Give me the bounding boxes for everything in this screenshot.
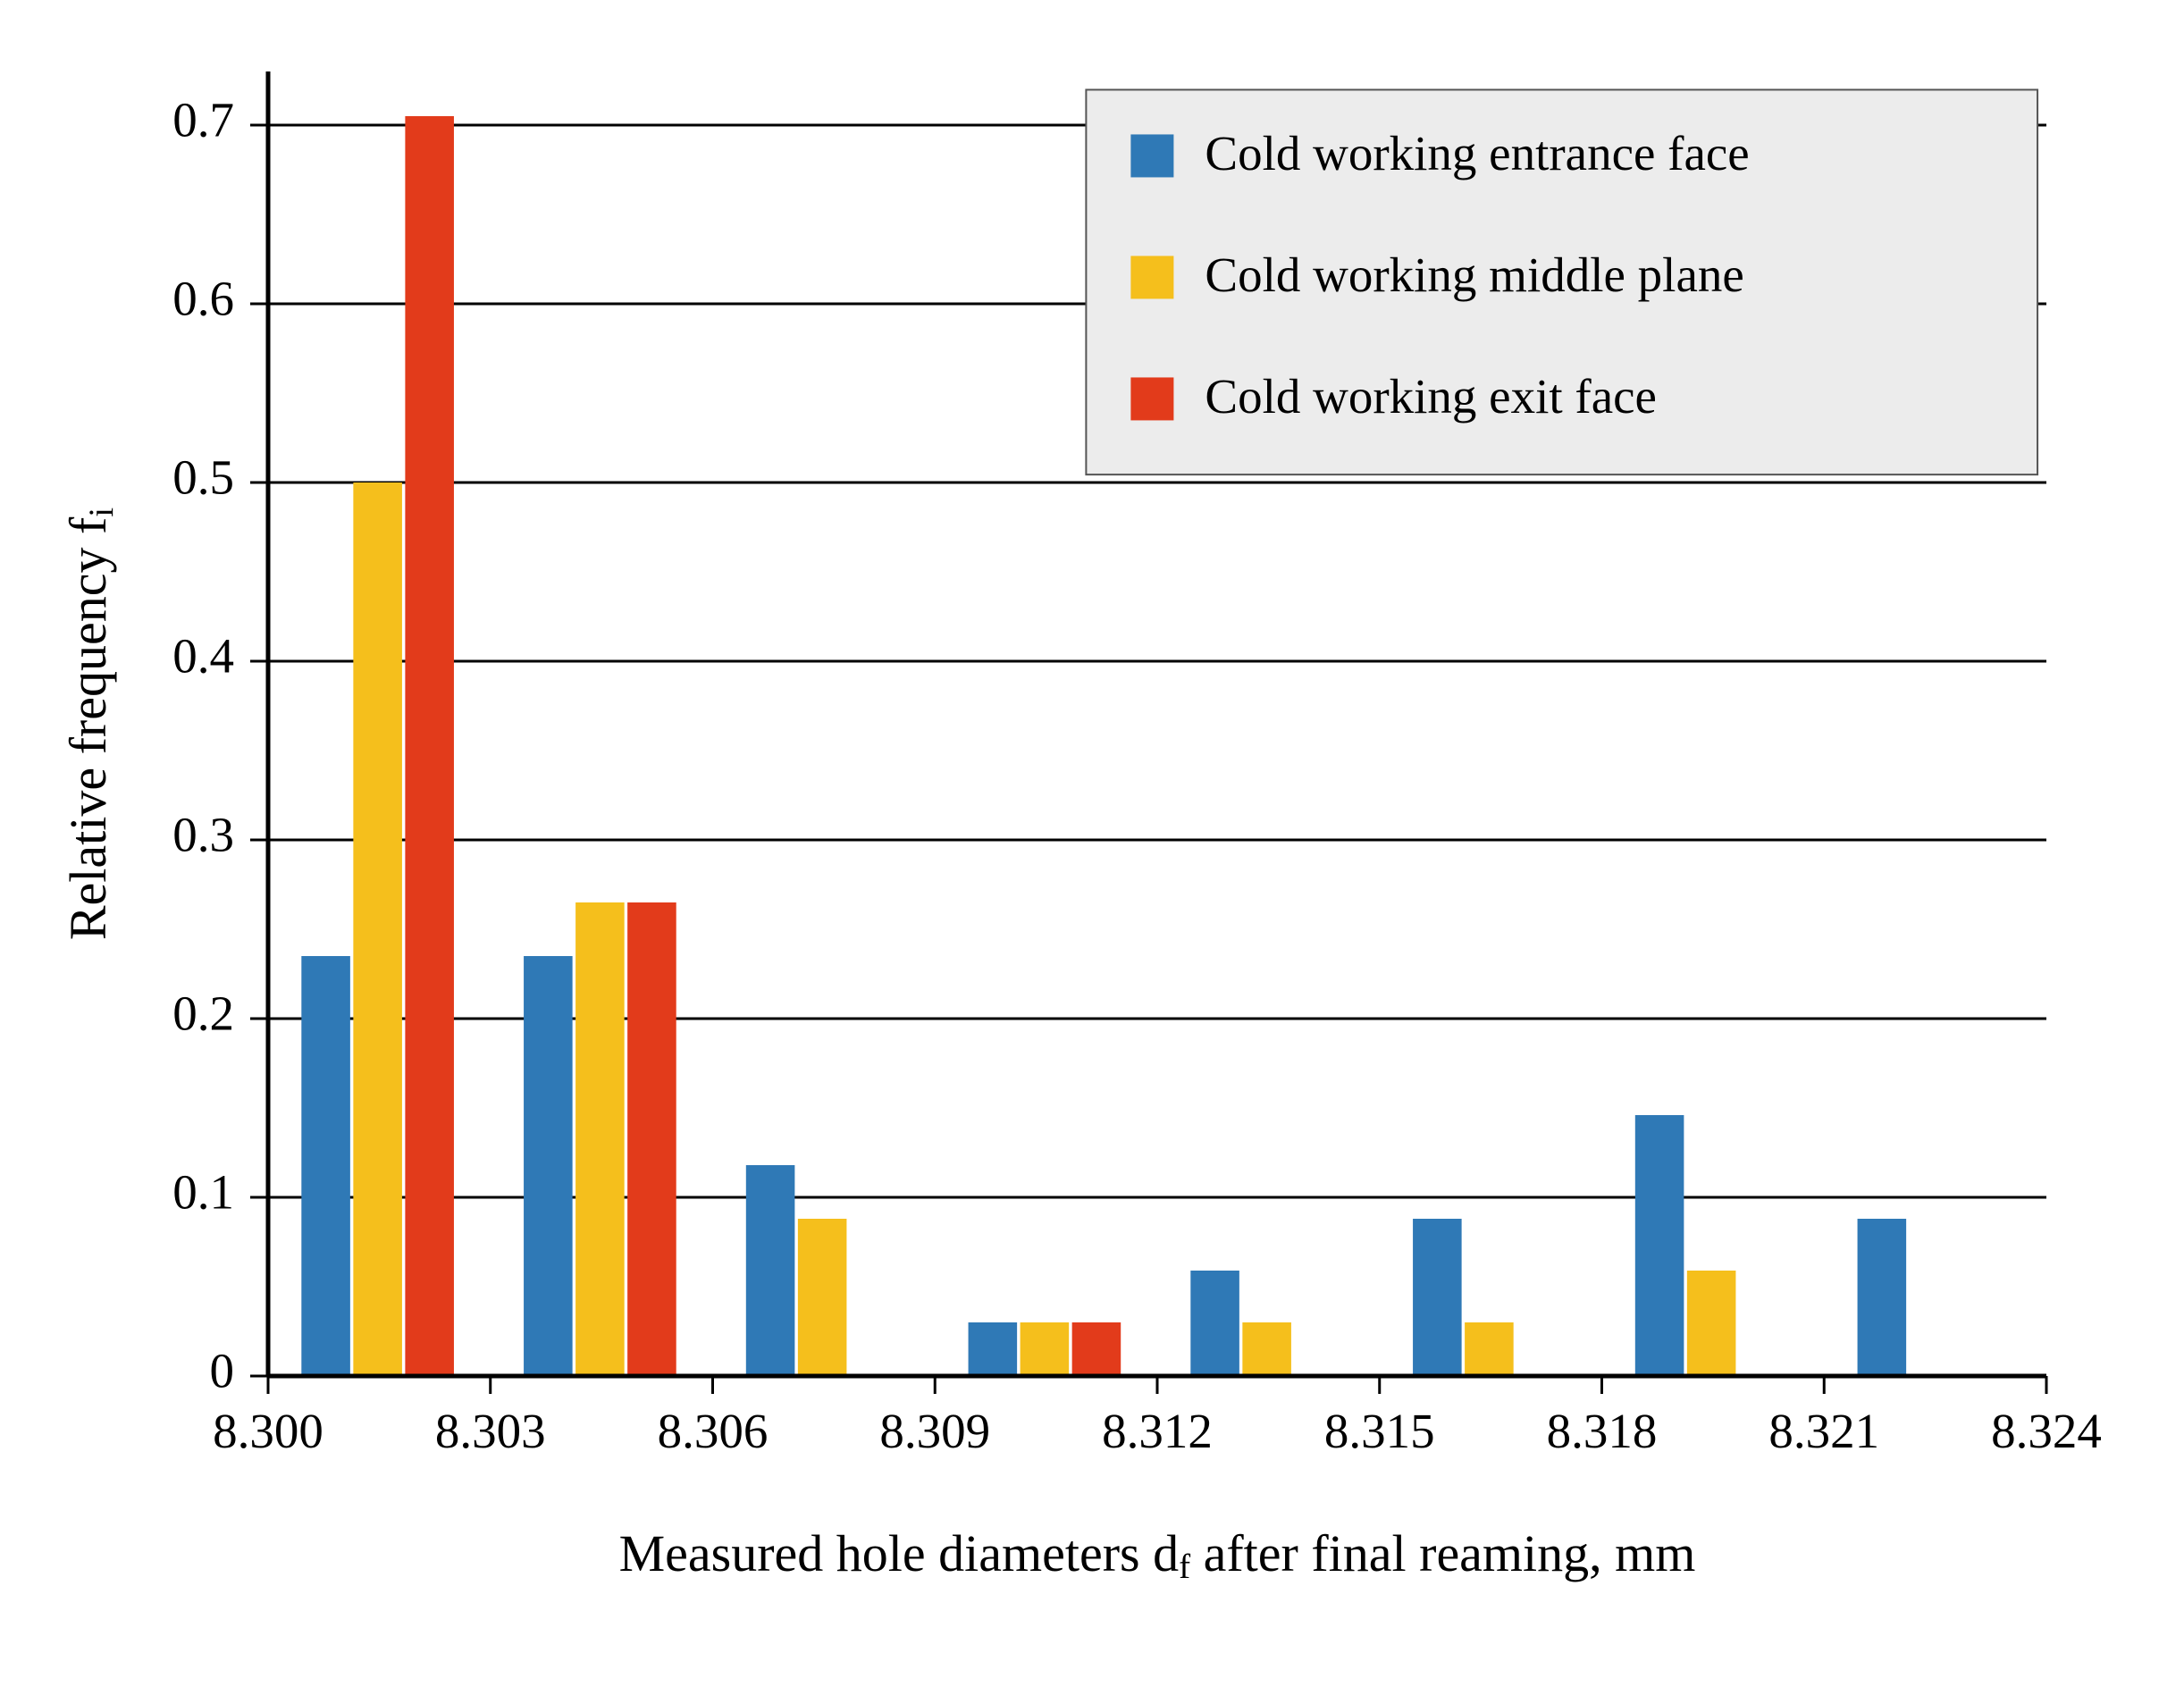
- y-axis-title: Relative frequency fi: [59, 508, 120, 940]
- x-tick-label: 8.321: [1768, 1404, 1879, 1458]
- bar-entrance: [1635, 1115, 1684, 1376]
- svg-text:Relative frequency fi: Relative frequency fi: [59, 508, 120, 940]
- bar-entrance: [746, 1165, 795, 1376]
- bar-middle: [798, 1219, 847, 1376]
- legend-label: Cold working middle plane: [1205, 248, 1743, 302]
- x-tick-label: 8.309: [879, 1404, 990, 1458]
- bar-entrance: [1413, 1219, 1462, 1376]
- bar-entrance: [1858, 1219, 1907, 1376]
- bar-entrance: [524, 956, 573, 1376]
- x-tick-label: 8.312: [1102, 1404, 1213, 1458]
- bar-middle: [1687, 1271, 1736, 1376]
- bar-exit: [1072, 1322, 1121, 1376]
- bar-entrance: [969, 1322, 1018, 1376]
- legend-swatch: [1130, 377, 1173, 420]
- x-tick-label: 8.315: [1324, 1404, 1435, 1458]
- chart-container: 0 0.1 0.2 0.3 0.4 0.5 0.6 0.7 8.300 8.303 8.306 8.3…: [0, 0, 2184, 1695]
- y-tick-label: 0.6: [172, 272, 234, 326]
- bar-exit: [405, 116, 454, 1376]
- y-tick-label: 0: [210, 1344, 235, 1398]
- y-tick-label: 0.2: [172, 986, 234, 1041]
- bar-middle: [353, 482, 402, 1376]
- bar-middle: [575, 902, 625, 1376]
- legend-label: Cold working entrance face: [1205, 126, 1749, 180]
- bar-exit: [627, 902, 676, 1376]
- bar-chart: 0 0.1 0.2 0.3 0.4 0.5 0.6 0.7 8.300 8.303 8.306 8.3…: [0, 0, 2184, 1695]
- y-tick-label: 0.1: [172, 1165, 234, 1220]
- x-tick-label: 8.318: [1547, 1404, 1658, 1458]
- legend-label: Cold working exit face: [1205, 369, 1657, 424]
- x-tick-label: 8.324: [1991, 1404, 2102, 1458]
- x-tick-label: 8.300: [213, 1404, 323, 1458]
- bar-middle: [1465, 1322, 1514, 1376]
- x-tick-label: 8.306: [658, 1404, 769, 1458]
- y-tick-label: 0.3: [172, 808, 234, 862]
- bar-middle: [1242, 1322, 1291, 1376]
- bar-middle: [1021, 1322, 1070, 1376]
- bar-entrance: [1190, 1271, 1239, 1376]
- y-tick-label: 0.4: [172, 629, 234, 684]
- y-tick-label: 0.7: [172, 93, 234, 147]
- legend-swatch: [1130, 256, 1173, 298]
- legend-swatch: [1130, 134, 1173, 177]
- x-tick-label: 8.303: [435, 1404, 546, 1458]
- bar-entrance: [301, 956, 350, 1376]
- y-tick-label: 0.5: [172, 450, 234, 505]
- x-axis-title: Measured hole diameters df after final r…: [619, 1524, 1696, 1585]
